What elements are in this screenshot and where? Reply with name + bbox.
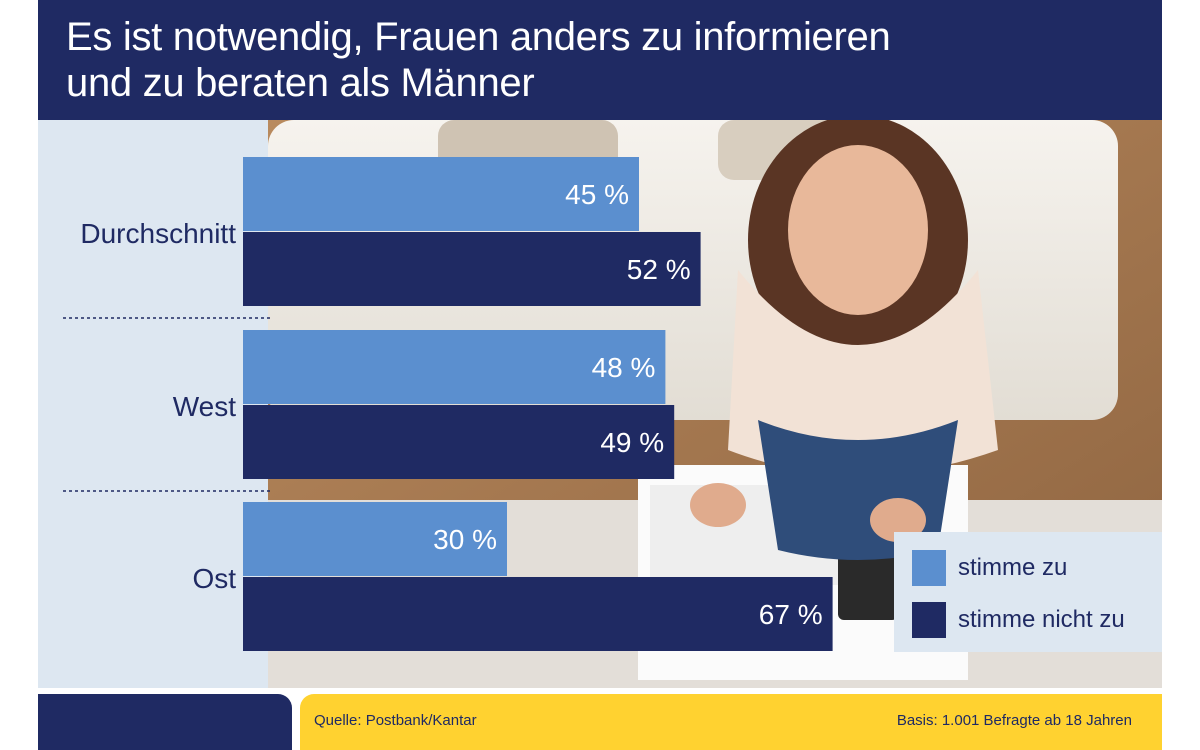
bar-chart: 45 % 52 % Durchschnitt 48 % 49 % West 30 % 67 %…: [63, 157, 833, 651]
footer-source-bar: Quelle: Postbank/Kantar Basis: 1.001 Bef…: [300, 694, 1162, 750]
title-line-1: Es ist notwendig, Frauen anders zu infor…: [66, 15, 891, 59]
header-banner: Es ist notwendig, Frauen anders zu infor…: [38, 0, 1162, 120]
bar-ost-agree: [243, 502, 507, 576]
category-label-durchschnitt: Durchschnitt: [80, 218, 236, 249]
legend-label-agree: stimme zu: [958, 554, 1068, 581]
title-line-2: und zu beraten als Männer: [66, 61, 535, 105]
legend-item-agree: stimme zu: [912, 550, 1067, 586]
chart-title: Es ist notwendig, Frauen anders zu infor…: [66, 14, 1146, 106]
source-text: Quelle: Postbank/Kantar: [314, 712, 477, 729]
data-label-west-agree: 48 %: [592, 352, 656, 383]
data-label-ost-agree: 30 %: [433, 524, 497, 555]
legend-swatch-agree: [912, 550, 946, 586]
legend-item-disagree: stimme nicht zu: [912, 602, 1125, 638]
bar-west-disagree: [243, 405, 675, 479]
legend-swatch-disagree: [912, 602, 946, 638]
data-label-west-disagree: 49 %: [600, 427, 664, 458]
basis-text: Basis: 1.001 Befragte ab 18 Jahren: [896, 712, 1132, 729]
bar-durchschnitt-agree: [243, 157, 639, 231]
category-label-west: West: [173, 391, 236, 422]
data-label-ost-disagree: 67 %: [759, 599, 823, 630]
category-label-ost: Ost: [192, 563, 236, 594]
bar-durchschnitt-disagree: [243, 232, 701, 306]
data-label-durchschnitt-disagree: 52 %: [627, 254, 691, 285]
data-label-durchschnitt-agree: 45 %: [565, 179, 629, 210]
legend-label-disagree: stimme nicht zu: [958, 606, 1125, 633]
bar-west-agree: [243, 330, 666, 404]
legend: stimme zu stimme nicht zu: [894, 532, 1162, 652]
footer-left-block: [38, 694, 292, 750]
bar-ost-disagree: [243, 577, 833, 651]
